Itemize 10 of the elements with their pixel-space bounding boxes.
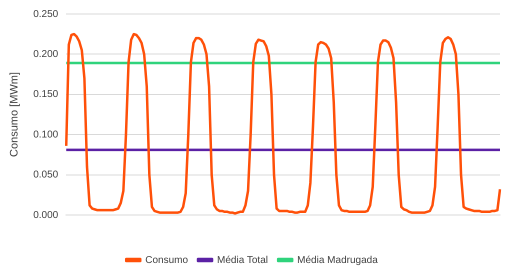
y-tick-label: 0.200 [33, 48, 59, 60]
y-tick-label: 0.100 [33, 129, 59, 140]
legend-label: Média Total [217, 254, 268, 266]
y-tick-label: 0.000 [33, 210, 59, 221]
y-tick-label: 0.150 [33, 89, 59, 100]
legend-label: Média Madrugada [297, 254, 378, 266]
y-tick-label: 0.050 [33, 170, 59, 181]
y-tick-label: 0.250 [33, 8, 59, 20]
y-axis-title: Consumo [MWm] [8, 72, 21, 157]
legend-label: Consumo [145, 254, 188, 266]
